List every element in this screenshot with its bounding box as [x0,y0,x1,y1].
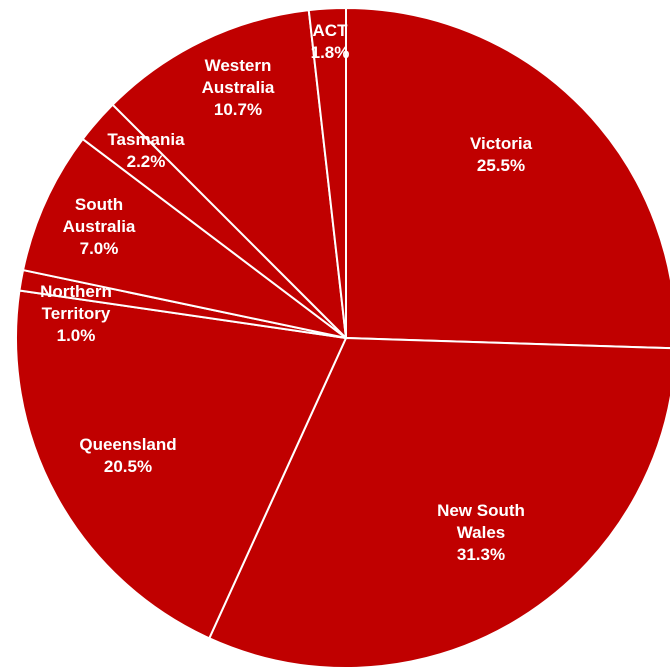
slice-label-queensland: Queensland 20.5% [79,435,176,476]
slice-label-western-australia: Western Australia 10.7% [202,56,275,119]
slices-layer [15,7,670,669]
slice-name-northern-territory: Territory [42,304,111,323]
slice-name-western-australia: Australia [202,78,275,97]
labels-layer: Victoria 25.5% New South Wales 31.3% Queensla… [40,21,532,564]
slice-value-new-south-wales: 31.3% [457,545,505,564]
slice-label-new-south-wales: New South Wales 31.3% [437,501,525,564]
slice-value-south-australia: 7.0% [80,239,119,258]
slice-name-tasmania: Tasmania [107,130,185,149]
slice-name-queensland: Queensland [79,435,176,454]
slice-label-northern-territory: Northern Territory 1.0% [40,282,112,345]
slice-name-south-australia: Australia [63,217,136,236]
slice-name-south-australia: South [75,195,123,214]
slice-value-tasmania: 2.2% [127,152,166,171]
slice-queensland [15,289,347,640]
slice-label-tasmania: Tasmania 2.2% [107,130,185,171]
slice-name-northern-territory: Northern [40,282,112,301]
slice-label-south-australia: South Australia 7.0% [63,195,136,258]
slice-label-act: ACT 1.8% [311,21,350,62]
slice-new-south-wales [208,337,670,669]
slice-name-western-australia: Western [205,56,272,75]
slice-name-new-south-wales: Wales [457,523,506,542]
slice-value-northern-territory: 1.0% [57,326,96,345]
slice-value-act: 1.8% [311,43,350,62]
slice-label-victoria: Victoria 25.5% [470,134,533,175]
slice-act [307,7,347,339]
slice-value-western-australia: 10.7% [214,100,262,119]
slice-value-queensland: 20.5% [104,457,152,476]
slice-western-australia [111,9,347,339]
slice-victoria [345,7,670,350]
slice-value-victoria: 25.5% [477,156,525,175]
slice-south-australia [22,138,347,339]
slice-name-victoria: Victoria [470,134,533,153]
slice-name-new-south-wales: New South [437,501,525,520]
slice-name-act: ACT [313,21,349,40]
